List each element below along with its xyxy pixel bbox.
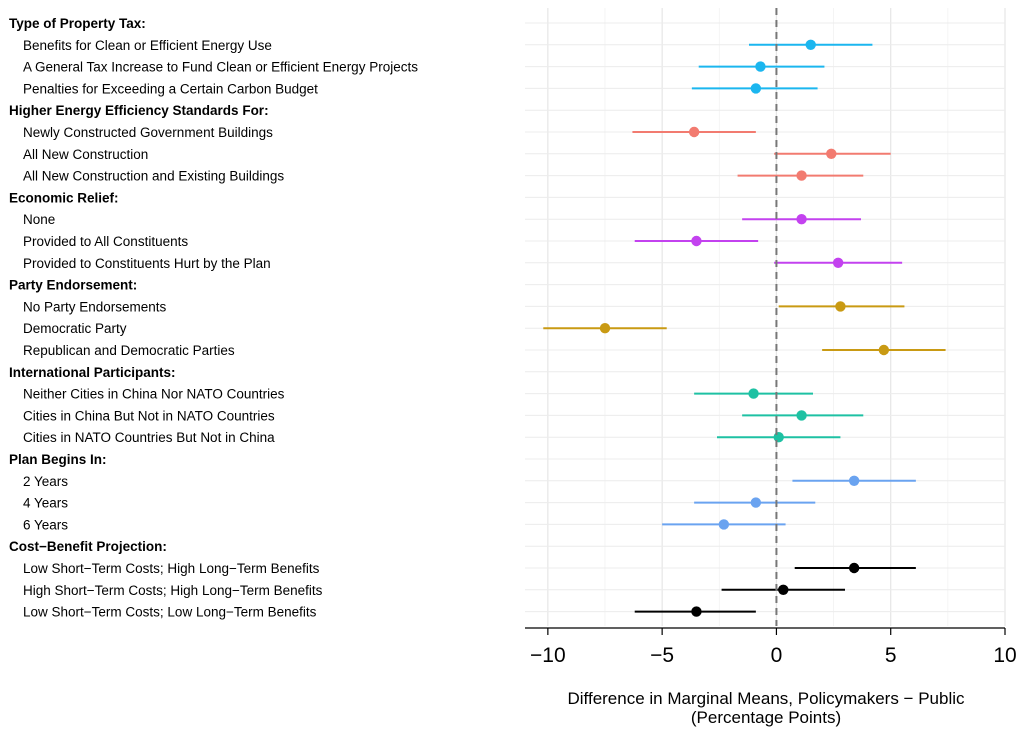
group-header: Higher Energy Efficiency Standards For:: [9, 103, 269, 118]
level-label: 4 Years: [23, 496, 68, 511]
level-label: A General Tax Increase to Fund Clean or …: [23, 60, 418, 75]
x-tick-label: 5: [885, 644, 897, 667]
point-estimate: [778, 584, 789, 595]
level-label: Newly Constructed Government Buildings: [23, 125, 273, 140]
point-estimate: [755, 61, 766, 72]
level-label: Democratic Party: [23, 321, 127, 336]
point-estimate: [826, 148, 837, 159]
level-label: Penalties for Exceeding a Certain Carbon…: [23, 81, 318, 96]
level-label: No Party Endorsements: [23, 299, 167, 314]
point-estimate: [750, 83, 762, 94]
x-tick-label: −5: [650, 644, 674, 667]
x-axis-title-line1: Difference in Marginal Means, Policymake…: [568, 689, 965, 708]
level-label: Low Short−Term Costs; Low Long−Term Bene…: [23, 605, 317, 620]
level-label: All New Construction: [23, 147, 148, 162]
level-label: 2 Years: [23, 474, 68, 489]
point-estimate: [835, 301, 846, 312]
row-labels: Type of Property Tax: Benefits for Clean …: [9, 16, 418, 620]
point-estimate: [796, 410, 807, 421]
point-estimate: [688, 126, 700, 138]
group-header: Economic Relief:: [9, 190, 119, 205]
point-estimate: [750, 497, 762, 508]
point-estimate: [805, 39, 816, 50]
x-tick-label: −10: [530, 644, 566, 667]
level-label: Benefits for Clean or Efficient Energy U…: [23, 38, 272, 53]
level-label: Provided to All Constituents: [23, 234, 188, 249]
group-header: Plan Begins In:: [9, 452, 107, 467]
point-estimate: [748, 388, 759, 399]
point-estimate: [691, 606, 702, 617]
level-label: Low Short−Term Costs; High Long−Term Ben…: [23, 561, 320, 576]
point-estimate: [832, 257, 844, 268]
group-header: International Participants:: [9, 365, 176, 380]
level-label: 6 Years: [23, 517, 68, 532]
level-label: All New Construction and Existing Buildi…: [23, 169, 284, 184]
point-estimate: [599, 323, 611, 334]
point-estimate: [691, 235, 702, 247]
level-label: Neither Cities in China Nor NATO Countri…: [23, 387, 285, 402]
point-estimate: [848, 562, 860, 574]
x-tick-label: 10: [993, 644, 1016, 667]
level-label: Cities in NATO Countries But Not in Chin…: [23, 430, 275, 445]
x-axis: −10 −5 0 5 10: [525, 627, 1017, 667]
point-estimate: [718, 519, 730, 530]
level-label: Cities in China But Not in NATO Countrie…: [23, 408, 275, 423]
x-axis-title-line2: (Percentage Points): [691, 708, 841, 727]
group-header: Party Endorsement:: [9, 278, 137, 293]
x-tick-label: 0: [771, 644, 783, 667]
data-marks: [543, 8, 946, 626]
point-estimate: [848, 475, 860, 486]
point-estimate: [878, 344, 890, 356]
level-label: High Short−Term Costs; High Long−Term Be…: [23, 583, 323, 598]
point-estimate: [796, 214, 807, 225]
level-label: Republican and Democratic Parties: [23, 343, 235, 358]
grid: [525, 8, 1006, 626]
point-estimate: [773, 432, 784, 443]
group-header: Type of Property Tax:: [9, 16, 146, 31]
point-estimate: [796, 170, 807, 181]
group-header: Cost−Benefit Projection:: [9, 539, 167, 554]
level-label: None: [23, 212, 55, 227]
level-label: Provided to Constituents Hurt by the Pla…: [23, 256, 271, 271]
